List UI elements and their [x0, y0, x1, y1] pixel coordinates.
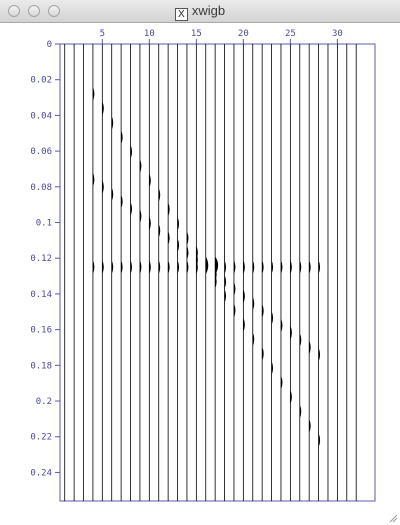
wavelet-peak: [92, 172, 95, 187]
wavelet-peak: [158, 260, 161, 275]
wavelet-peak: [252, 296, 255, 311]
wavelet-peak: [177, 216, 180, 231]
wavelet-peak: [111, 187, 114, 202]
wavelet-peak: [309, 418, 311, 433]
wavelet-peak: [92, 86, 95, 101]
wiggle-plot[interactable]: 5 10 15 20 25 30 0 0.02 0.04 0.06 0.08 0.1 0.12 0.14 0…: [0, 22, 400, 525]
wavelet-peak: [290, 390, 292, 405]
window-title: xwigb: [191, 3, 226, 18]
x-tick-label: 15: [191, 29, 202, 39]
wavelet-peak: [252, 332, 255, 347]
y-tick-label: 0.22: [30, 433, 52, 443]
wavelet-peak: [280, 318, 283, 333]
wavelet-peak: [224, 274, 227, 289]
wavelet-peak: [205, 256, 209, 275]
y-tick-label: 0.08: [30, 183, 52, 193]
y-tick-label: 0: [47, 40, 52, 50]
close-window-button[interactable]: [8, 5, 20, 17]
wavelet-peak: [318, 433, 321, 448]
wavelet-peak: [186, 260, 189, 275]
wavelet-peak: [318, 347, 321, 362]
x-tick-label: 5: [100, 29, 105, 39]
x-tick-label: 25: [285, 29, 296, 39]
wavelet-peak: [290, 325, 292, 340]
wavelet-peak: [299, 404, 302, 419]
y-tick-label: 0.06: [30, 147, 52, 157]
x-tick-label: 10: [144, 29, 155, 39]
wavelet-peak: [243, 289, 245, 304]
wavelet-peak: [271, 361, 274, 376]
wavelet-peak: [186, 231, 189, 246]
wavelet-peak: [130, 144, 133, 159]
y-tick-label: 0.1: [36, 219, 52, 229]
y-tick-label: 0.2: [36, 397, 52, 407]
wavelet-peak: [102, 260, 104, 275]
y-tick-label: 0.14: [30, 290, 52, 300]
wavelet-peak: [318, 260, 321, 275]
y-tick-label: 0.16: [30, 326, 52, 336]
resize-grip-icon[interactable]: [388, 513, 398, 523]
wavelet-peak: [290, 260, 292, 275]
wavelet-peak: [224, 289, 227, 304]
y-tick-label: 0.12: [30, 254, 52, 264]
wavelet-peak: [224, 260, 227, 275]
wavelet-peak: [280, 260, 283, 275]
wavelet-peak: [149, 216, 151, 231]
wavelet-peak: [158, 187, 161, 202]
x-tick-label: 20: [238, 29, 249, 39]
wavelet-peak: [149, 260, 151, 275]
wavelet-peak: [130, 201, 133, 216]
wavelet-peak: [271, 311, 274, 326]
wavelet-peak: [262, 260, 264, 275]
wavelet-peak: [130, 260, 133, 275]
wavelet-peak: [233, 282, 236, 297]
y-tick-label: 0.18: [30, 361, 52, 371]
wavelet-peak: [121, 130, 123, 145]
wavelet-peak: [299, 333, 302, 348]
wavelet-peak: [149, 173, 151, 188]
wavelet-peak: [121, 260, 123, 275]
wavelet-peak: [271, 260, 274, 275]
zoom-window-button[interactable]: [48, 5, 60, 17]
wavelet-peak: [243, 317, 245, 332]
wavelet-peak: [139, 209, 142, 224]
wavelet-peak: [102, 101, 104, 116]
wavelet-peak: [102, 179, 104, 194]
wavelet-peak: [280, 375, 283, 390]
y-tick-label: 0.04: [30, 111, 52, 121]
wavelet-peak: [111, 115, 114, 130]
wavelet-peak: [196, 252, 198, 267]
wavelet-peak: [262, 346, 264, 361]
wavelet-peak: [252, 260, 255, 275]
wavelet-peak: [186, 245, 189, 260]
plot-frame: [59, 43, 376, 502]
y-tick-label: 0.02: [30, 76, 52, 86]
x11-icon: X: [174, 8, 188, 21]
wavelet-peak: [262, 303, 264, 318]
x-tick-label: 30: [332, 29, 343, 39]
wavelet-peak: [92, 260, 95, 275]
wavelet-peak: [177, 238, 180, 253]
wavelet-peak: [139, 159, 142, 174]
wavelet-peak: [299, 260, 302, 275]
wavelet-peak: [309, 260, 311, 275]
y-tick-label: 0.24: [30, 468, 52, 478]
wavelet-peak: [139, 260, 142, 275]
wavelet-peak: [309, 340, 311, 355]
wavelet-peak: [215, 256, 219, 275]
wavelet-peak: [168, 230, 170, 245]
wavelet-peak: [111, 260, 114, 275]
wavelet-peak: [177, 260, 180, 275]
wavelet-peak: [121, 194, 123, 209]
wavelet-peak: [233, 303, 236, 318]
wavelet-peak: [243, 260, 245, 275]
wavelet-peak: [168, 202, 170, 217]
minimize-window-button[interactable]: [28, 5, 40, 17]
wavelet-peak: [158, 223, 161, 238]
wavelet-peak: [233, 260, 236, 275]
wavelet-peak: [168, 260, 170, 275]
